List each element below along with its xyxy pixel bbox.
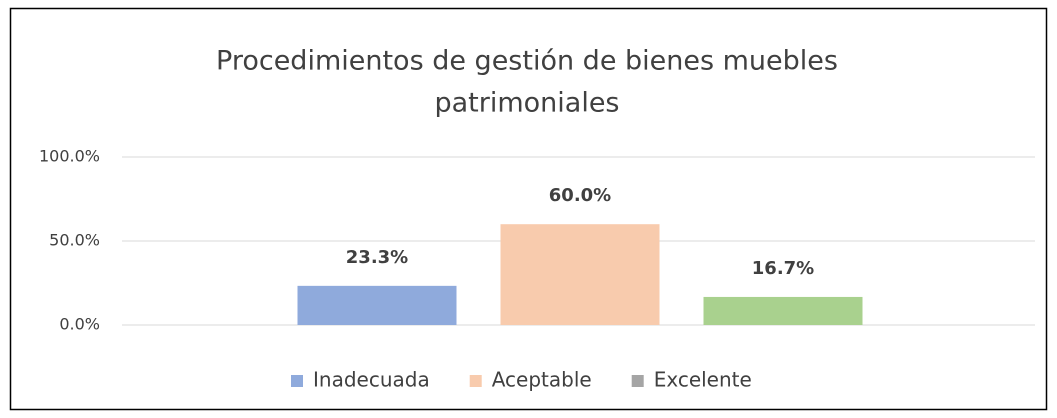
bar (703, 296, 863, 325)
chart-title: Procedimientos de gestión de bienes mueb… (216, 46, 838, 77)
y-tick-label: 50.0% (49, 231, 100, 250)
legend-swatch (291, 375, 303, 387)
data-label: 23.3% (346, 247, 408, 268)
legend-label: Inadecuada (313, 368, 430, 392)
legend-label: Excelente (654, 368, 752, 392)
bar (500, 224, 660, 325)
bar (297, 285, 457, 325)
data-label: 16.7% (752, 258, 814, 279)
legend-swatch (469, 375, 482, 387)
data-label: 60.0% (549, 185, 611, 206)
legend-swatch (631, 375, 644, 387)
y-tick-label: 100.0% (39, 147, 100, 166)
legend-label: Aceptable (492, 368, 592, 392)
y-tick-label: 0.0% (59, 315, 100, 334)
chart-title: patrimoniales (434, 88, 619, 119)
chart-frame (9, 7, 1048, 411)
